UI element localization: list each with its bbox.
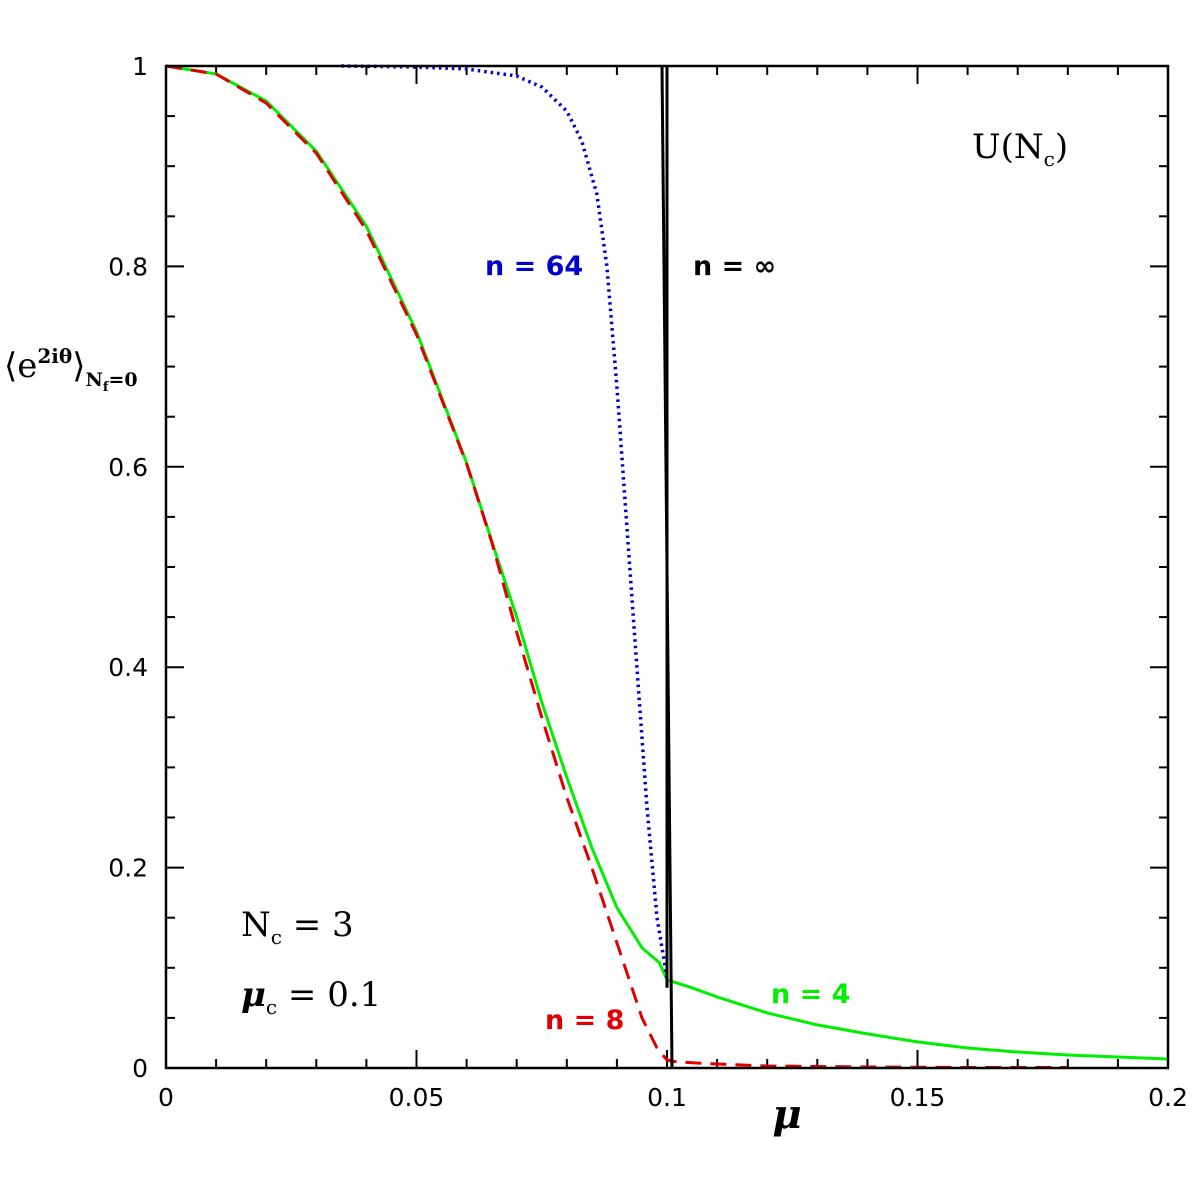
u-nc-sub: c <box>1044 147 1055 171</box>
y-title-subscript-tail: =0 <box>108 369 137 391</box>
nc-base: N <box>241 905 271 945</box>
u-nc-tail: ) <box>1055 127 1068 167</box>
muc-base: μ <box>241 975 266 1015</box>
y-tick-label: 0.4 <box>108 653 148 682</box>
nc-label: Nc = 3 <box>241 905 354 949</box>
y-title-angle-close: ⟩ <box>72 346 85 386</box>
x-tick-label: 0.2 <box>1148 1083 1188 1112</box>
muc-sub: c <box>266 995 277 1019</box>
y-title-subscript-index: f <box>103 380 110 395</box>
y-title-angle-open: ⟨ <box>4 346 17 386</box>
x-axis-title: μ <box>772 1091 801 1138</box>
y-tick-label: 0.6 <box>108 453 148 482</box>
y-tick-label: 0 <box>132 1054 148 1083</box>
plot-frame <box>164 64 1170 1070</box>
ninf-label: n = ∞ <box>693 251 776 282</box>
n4-label: n = 4 <box>771 979 850 1010</box>
n8-label: n = 8 <box>545 1005 624 1036</box>
series-line <box>165 64 1068 1069</box>
axis-ticks <box>165 65 1169 1069</box>
x-tick-label: 0.05 <box>389 1083 445 1112</box>
y-title-superscript: 2iθ <box>37 344 72 368</box>
muc-value: = 0.1 <box>277 975 381 1015</box>
y-tick-label: 0.2 <box>108 854 148 883</box>
plot-series <box>165 64 1169 1069</box>
x-tick-label: 0.1 <box>647 1083 687 1112</box>
y-title-subscript: N <box>86 369 103 391</box>
n64-label: n = 64 <box>485 251 583 282</box>
y-tick-label: 1 <box>132 52 148 81</box>
y-tick-label: 0.8 <box>108 252 148 281</box>
series-line <box>165 64 1169 1061</box>
y-title-base: e <box>17 346 37 386</box>
series-line <box>341 64 669 979</box>
axis-tick-labels: 0 0.05 0.1 0.15 0.2 0 0.2 0.4 0.6 0.8 1 <box>108 52 1188 1112</box>
muc-label: μc = 0.1 <box>241 975 381 1019</box>
nc-value: = 3 <box>282 905 354 945</box>
u-nc-base: U(N <box>972 127 1044 167</box>
u-nc-label: U(Nc) <box>972 127 1068 171</box>
nc-sub: c <box>271 925 282 949</box>
x-tick-label: 0.15 <box>890 1083 946 1112</box>
y-axis-title: ⟨e2iθ⟩Nf=0 <box>4 344 138 395</box>
x-tick-label: 0 <box>158 1083 174 1112</box>
